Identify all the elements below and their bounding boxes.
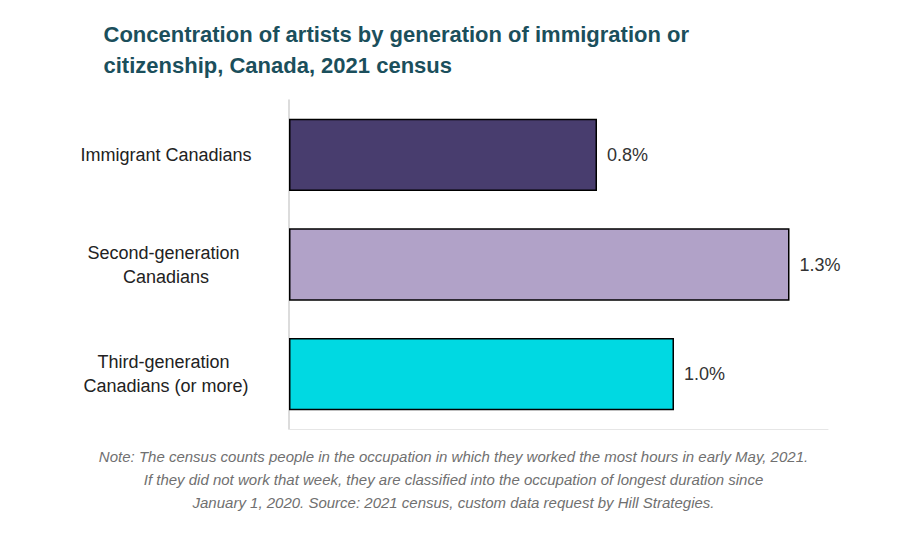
svg-text:Note: The census counts people: Note: The census counts people in the oc… <box>99 448 808 465</box>
svg-text:1.0%: 1.0% <box>684 364 725 384</box>
svg-text:January 1, 2020. Source: 2021: January 1, 2020. Source: 2021 census, cu… <box>192 494 715 511</box>
svg-text:If they did not work that week: If they did not work that week, they are… <box>140 471 768 488</box>
svg-text:Canadians: Canadians <box>123 267 209 287</box>
svg-text:Concentration of artists by ge: Concentration of artists by generation o… <box>104 22 696 47</box>
svg-text:0.8%: 0.8% <box>607 145 648 165</box>
svg-text:Second-generation: Second-generation <box>87 243 244 263</box>
svg-text:Canadians (or more): Canadians (or more) <box>83 376 248 396</box>
svg-text:1.3%: 1.3% <box>800 255 841 275</box>
svg-text:citizenship, Canada, 2021 cens: citizenship, Canada, 2021 census <box>104 53 452 78</box>
svg-text:Third-generation: Third-generation <box>97 352 234 372</box>
svg-text:Immigrant Canadians: Immigrant Canadians <box>80 145 251 165</box>
